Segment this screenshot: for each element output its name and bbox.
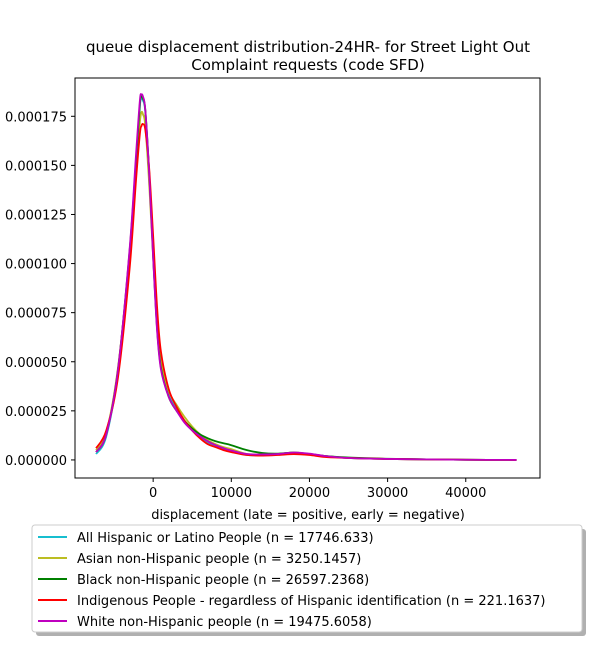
y-axis-ticks: 0.000000 0.000025 0.000050 0.000075 0.000100… (5, 110, 75, 469)
x-axis-ticks: 0 10000 20000 30000 40000 (149, 478, 486, 501)
x-tick-label: 30000 (367, 486, 408, 501)
x-axis-label: displacement (late = positive, early = n… (151, 508, 465, 523)
y-tick-label: 0.000050 (5, 356, 67, 371)
legend-label-5: White non-Hispanic people (n = 19475.605… (77, 615, 372, 630)
legend-label-2: Asian non-Hispanic people (n = 3250.1457… (77, 552, 361, 567)
legend-label-3: Black non-Hispanic people (n = 26597.236… (77, 573, 369, 588)
y-tick-label: 0.000025 (5, 405, 67, 420)
y-tick-label: 0.000000 (5, 454, 67, 469)
plot-frame (74, 77, 541, 479)
chart-title-line-2: Complaint requests (code SFD) (191, 56, 424, 74)
x-tick-label: 20000 (289, 486, 330, 501)
series-layer (95, 93, 517, 461)
legend-box (31, 524, 583, 633)
y-tick-label: 0.000075 (5, 307, 67, 322)
y-tick-label: 0.000100 (5, 258, 67, 273)
legend-entries: All Hispanic or Latino People (n = 17746… (38, 531, 546, 630)
plot-area (75, 78, 540, 478)
x-tick-label: 40000 (445, 486, 486, 501)
chart-title-line-1: queue displacement distribution-24HR- fo… (86, 38, 530, 56)
series-line-5 (95, 93, 517, 461)
legend-label-4: Indigenous People - regardless of Hispan… (77, 594, 546, 609)
y-tick-label: 0.000175 (5, 110, 67, 125)
x-tick-label: 10000 (211, 486, 252, 501)
y-tick-label: 0.000150 (5, 159, 67, 174)
x-tick-label: 0 (149, 486, 157, 501)
chart-title: queue displacement distribution-24HR- fo… (86, 38, 530, 74)
y-tick-label: 0.000125 (5, 208, 67, 223)
legend-label-1: All Hispanic or Latino People (n = 17746… (77, 531, 374, 546)
legend: All Hispanic or Latino People (n = 17746… (31, 524, 586, 636)
